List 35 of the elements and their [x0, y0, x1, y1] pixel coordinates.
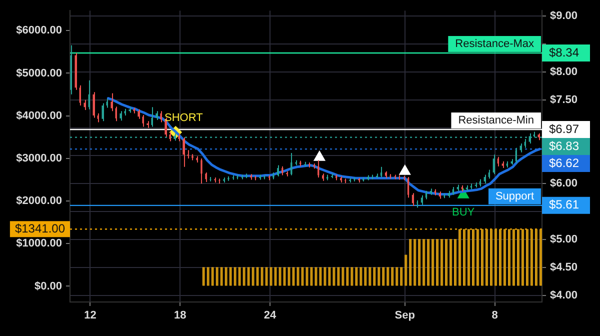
- ref-line-label: Support: [495, 190, 534, 202]
- y-tick-label: $0.00: [34, 280, 62, 292]
- y-tick-label: $6000.00: [16, 24, 62, 37]
- y2-tick-label: $8.00: [550, 66, 578, 78]
- ref-line-label: Resistance-Min: [458, 114, 534, 127]
- point: [314, 151, 325, 161]
- y2-tick-label: $4.50: [550, 261, 578, 274]
- y2-tick-label: $9.00: [550, 10, 578, 22]
- ref-line-label: Resistance-Max: [455, 38, 534, 50]
- candlestick: [110, 92, 113, 112]
- point: [400, 165, 410, 175]
- text: $6.83: [549, 138, 580, 153]
- candlestick: [102, 102, 104, 122]
- text: $1341.00: [14, 221, 66, 236]
- y-tick-label: $5000.00: [16, 67, 62, 80]
- text: $5.61: [549, 198, 580, 212]
- y2-tick-label: $7.50: [550, 94, 578, 106]
- x-tick-label: 12: [84, 310, 96, 322]
- candlestick: [156, 110, 158, 121]
- x-tick-label: 18: [174, 310, 186, 322]
- text: $6.97: [549, 122, 580, 136]
- y-tick-label: $2000.00: [16, 195, 62, 208]
- x-tick-label: Sep: [394, 310, 416, 322]
- x-tick-label: 8: [492, 310, 498, 322]
- text: $8.34: [549, 45, 580, 60]
- y-tick-label: $1000.00: [16, 238, 62, 250]
- y2-tick-label: $5.00: [550, 234, 578, 246]
- y-tick-label: $3000.00: [16, 152, 62, 164]
- y2-tick-label: $4.00: [550, 289, 578, 302]
- series-label: BUY: [452, 206, 476, 218]
- y-tick-label: $4000.00: [16, 110, 62, 122]
- text: $6.62: [549, 156, 580, 170]
- y2-tick-label: $6.00: [550, 178, 578, 190]
- series-label: SHORT: [164, 112, 204, 124]
- x-tick-label: 24: [264, 310, 278, 322]
